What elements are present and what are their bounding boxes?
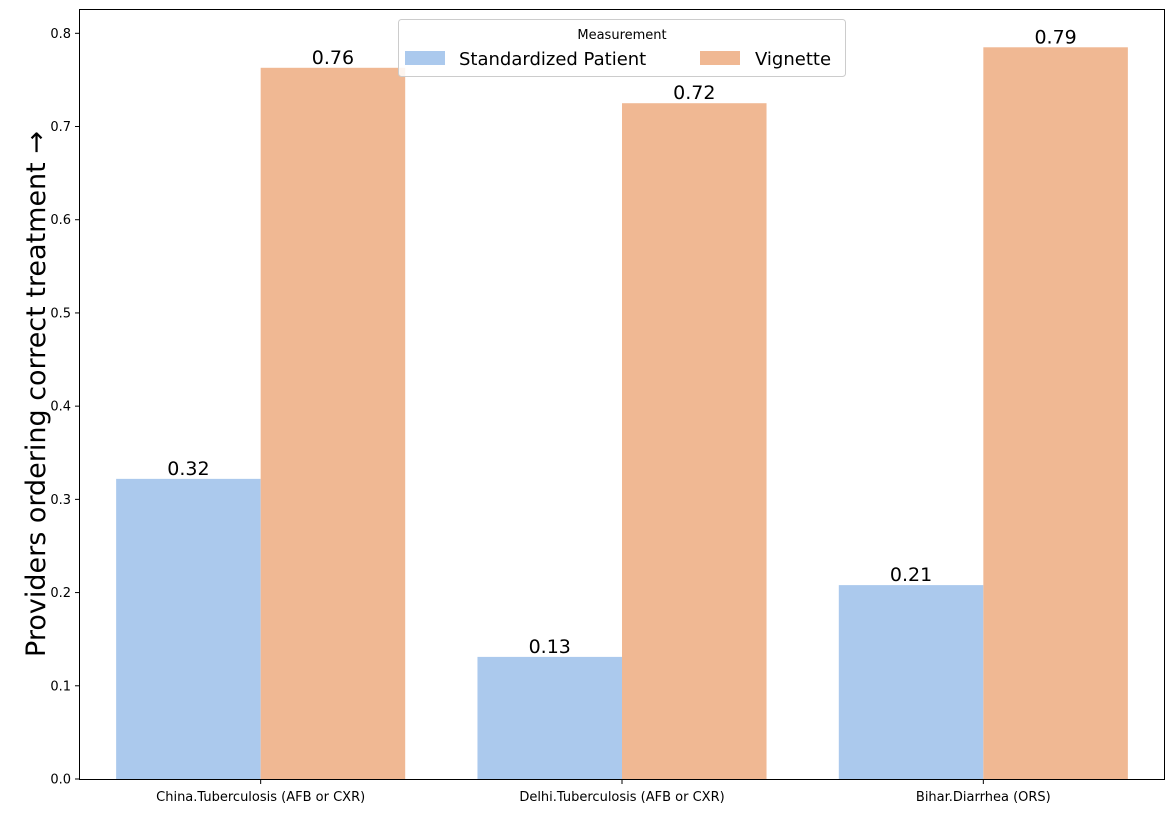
legend-title: Measurement xyxy=(577,28,666,43)
x-tick-label: Bihar.Diarrhea (ORS) xyxy=(916,790,1051,805)
bar-standardized-patient-1 xyxy=(477,656,622,779)
data-label: 0.76 xyxy=(312,47,354,69)
y-tick-label: 0.4 xyxy=(50,400,71,415)
bars-layer xyxy=(116,47,1128,780)
legend-swatch xyxy=(405,51,445,65)
bar-standardized-patient-2 xyxy=(838,585,984,779)
data-label: 0.21 xyxy=(890,564,932,586)
y-tick-label: 0.2 xyxy=(50,586,71,601)
y-tick-label: 0.3 xyxy=(50,493,71,508)
y-tick-label: 0.5 xyxy=(50,306,71,321)
y-tick-label: 0.1 xyxy=(50,679,71,694)
bar-vignette-0 xyxy=(260,67,406,780)
data-labels-layer: 0.32 0.76 0.13 0.72 0.21 0.79 xyxy=(167,26,1077,658)
y-axis-ticks: 0.0 0.1 0.2 0.3 0.4 0.5 0.6 0.7 0.8 xyxy=(50,27,80,788)
bar-vignette-1 xyxy=(622,103,767,780)
y-axis-title: Providers ordering correct treatment → xyxy=(21,131,52,657)
data-label: 0.13 xyxy=(529,636,571,658)
x-tick-label: Delhi.Tuberculosis (AFB or CXR) xyxy=(519,790,724,805)
legend-swatch xyxy=(700,51,740,65)
y-tick-label: 0.0 xyxy=(50,773,71,788)
data-label: 0.32 xyxy=(167,458,209,480)
x-tick-label: China.Tuberculosis (AFB or CXR) xyxy=(156,790,365,805)
legend-items: Standardized Patient Vignette xyxy=(405,49,831,70)
legend: Measurement Standardized Patient Vignette xyxy=(398,19,846,77)
bar-vignette-2 xyxy=(983,47,1128,779)
legend-item-label: Vignette xyxy=(755,49,831,70)
legend-item-label: Standardized Patient xyxy=(459,49,646,70)
y-tick-label: 0.6 xyxy=(50,213,71,228)
bar-standardized-patient-0 xyxy=(116,478,261,779)
y-tick-label: 0.7 xyxy=(50,120,71,135)
y-tick-label: 0.8 xyxy=(50,27,71,42)
data-label: 0.79 xyxy=(1034,26,1076,48)
data-label: 0.72 xyxy=(673,82,715,104)
x-axis-ticks: China.Tuberculosis (AFB or CXR) Delhi.Tub… xyxy=(156,779,1051,805)
